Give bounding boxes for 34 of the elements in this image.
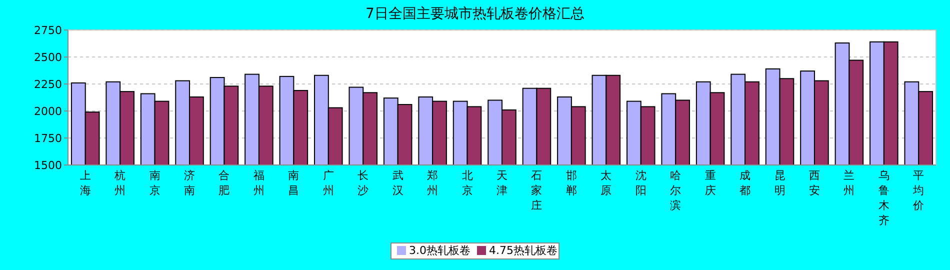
x-tick-label: 邯郸: [566, 169, 577, 197]
x-tick-label: 广州: [322, 169, 334, 197]
x-tick-label: 昆明: [774, 169, 786, 197]
x-tick-label: 乌鲁木齐: [878, 169, 890, 227]
legend-label: 3.0热轧板卷: [409, 244, 470, 257]
x-tick-label: 成都: [740, 169, 751, 197]
x-tick-label: 福州: [253, 169, 264, 197]
legend-label: 4.75热轧板卷: [489, 244, 558, 257]
x-tick-label: 北京: [462, 169, 473, 197]
y-tick-label: 2000: [34, 104, 62, 118]
y-tick-label: 2500: [34, 50, 62, 64]
x-tick-label: 西安: [808, 169, 820, 197]
x-tick-label: 兰州: [844, 169, 855, 197]
x-tick-label: 南京: [149, 169, 160, 197]
x-tick-label: 武汉: [392, 169, 404, 197]
y-tick-label: 1750: [34, 132, 62, 145]
x-tick-label: 平均价: [912, 169, 924, 212]
y-tick-label: 1500: [34, 158, 62, 172]
x-tick-label: 长沙: [358, 169, 369, 197]
x-tick-label: 郑州: [427, 169, 438, 197]
x-tick-label: 沈阳: [635, 169, 646, 197]
x-tick-label: 上海: [80, 169, 91, 197]
y-tick-label: 2750: [34, 24, 62, 37]
x-tick-label: 合肥: [218, 169, 230, 197]
x-tick-label: 石家庄: [531, 169, 542, 212]
x-tick-label: 太原: [600, 169, 612, 197]
chart-title: 7日全国主要城市热轧板卷价格汇总: [366, 6, 584, 22]
x-tick-label: 哈尔滨: [670, 169, 682, 212]
x-tick-label: 天津: [496, 169, 508, 197]
x-tick-label: 南昌: [288, 169, 300, 197]
x-tick-label: 杭州: [114, 169, 126, 197]
x-tick-label: 济南: [184, 169, 196, 197]
x-tick-label: 重庆: [704, 169, 716, 197]
y-tick-label: 2250: [34, 78, 62, 91]
